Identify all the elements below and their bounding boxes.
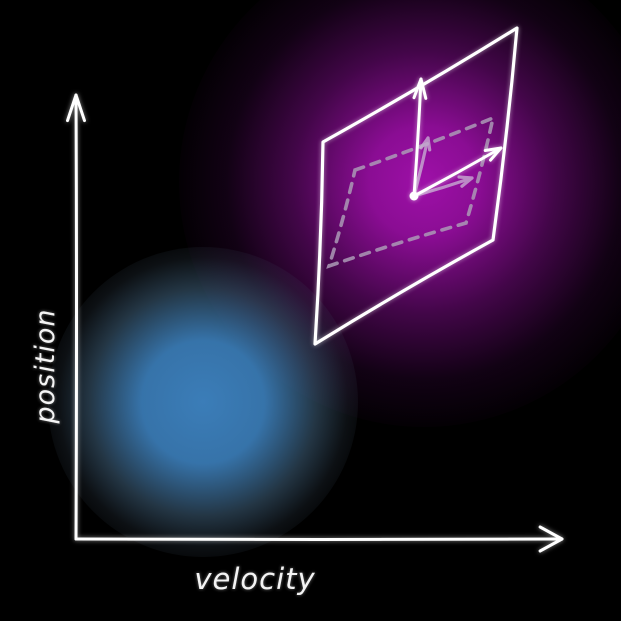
solid-parallelogram [313, 26, 519, 346]
dashed-parallelogram [326, 115, 496, 269]
axes [66, 93, 564, 553]
origin-dot [409, 191, 419, 201]
solid-basis-arrows [409, 77, 503, 201]
faded-basis-arrows [412, 136, 474, 198]
